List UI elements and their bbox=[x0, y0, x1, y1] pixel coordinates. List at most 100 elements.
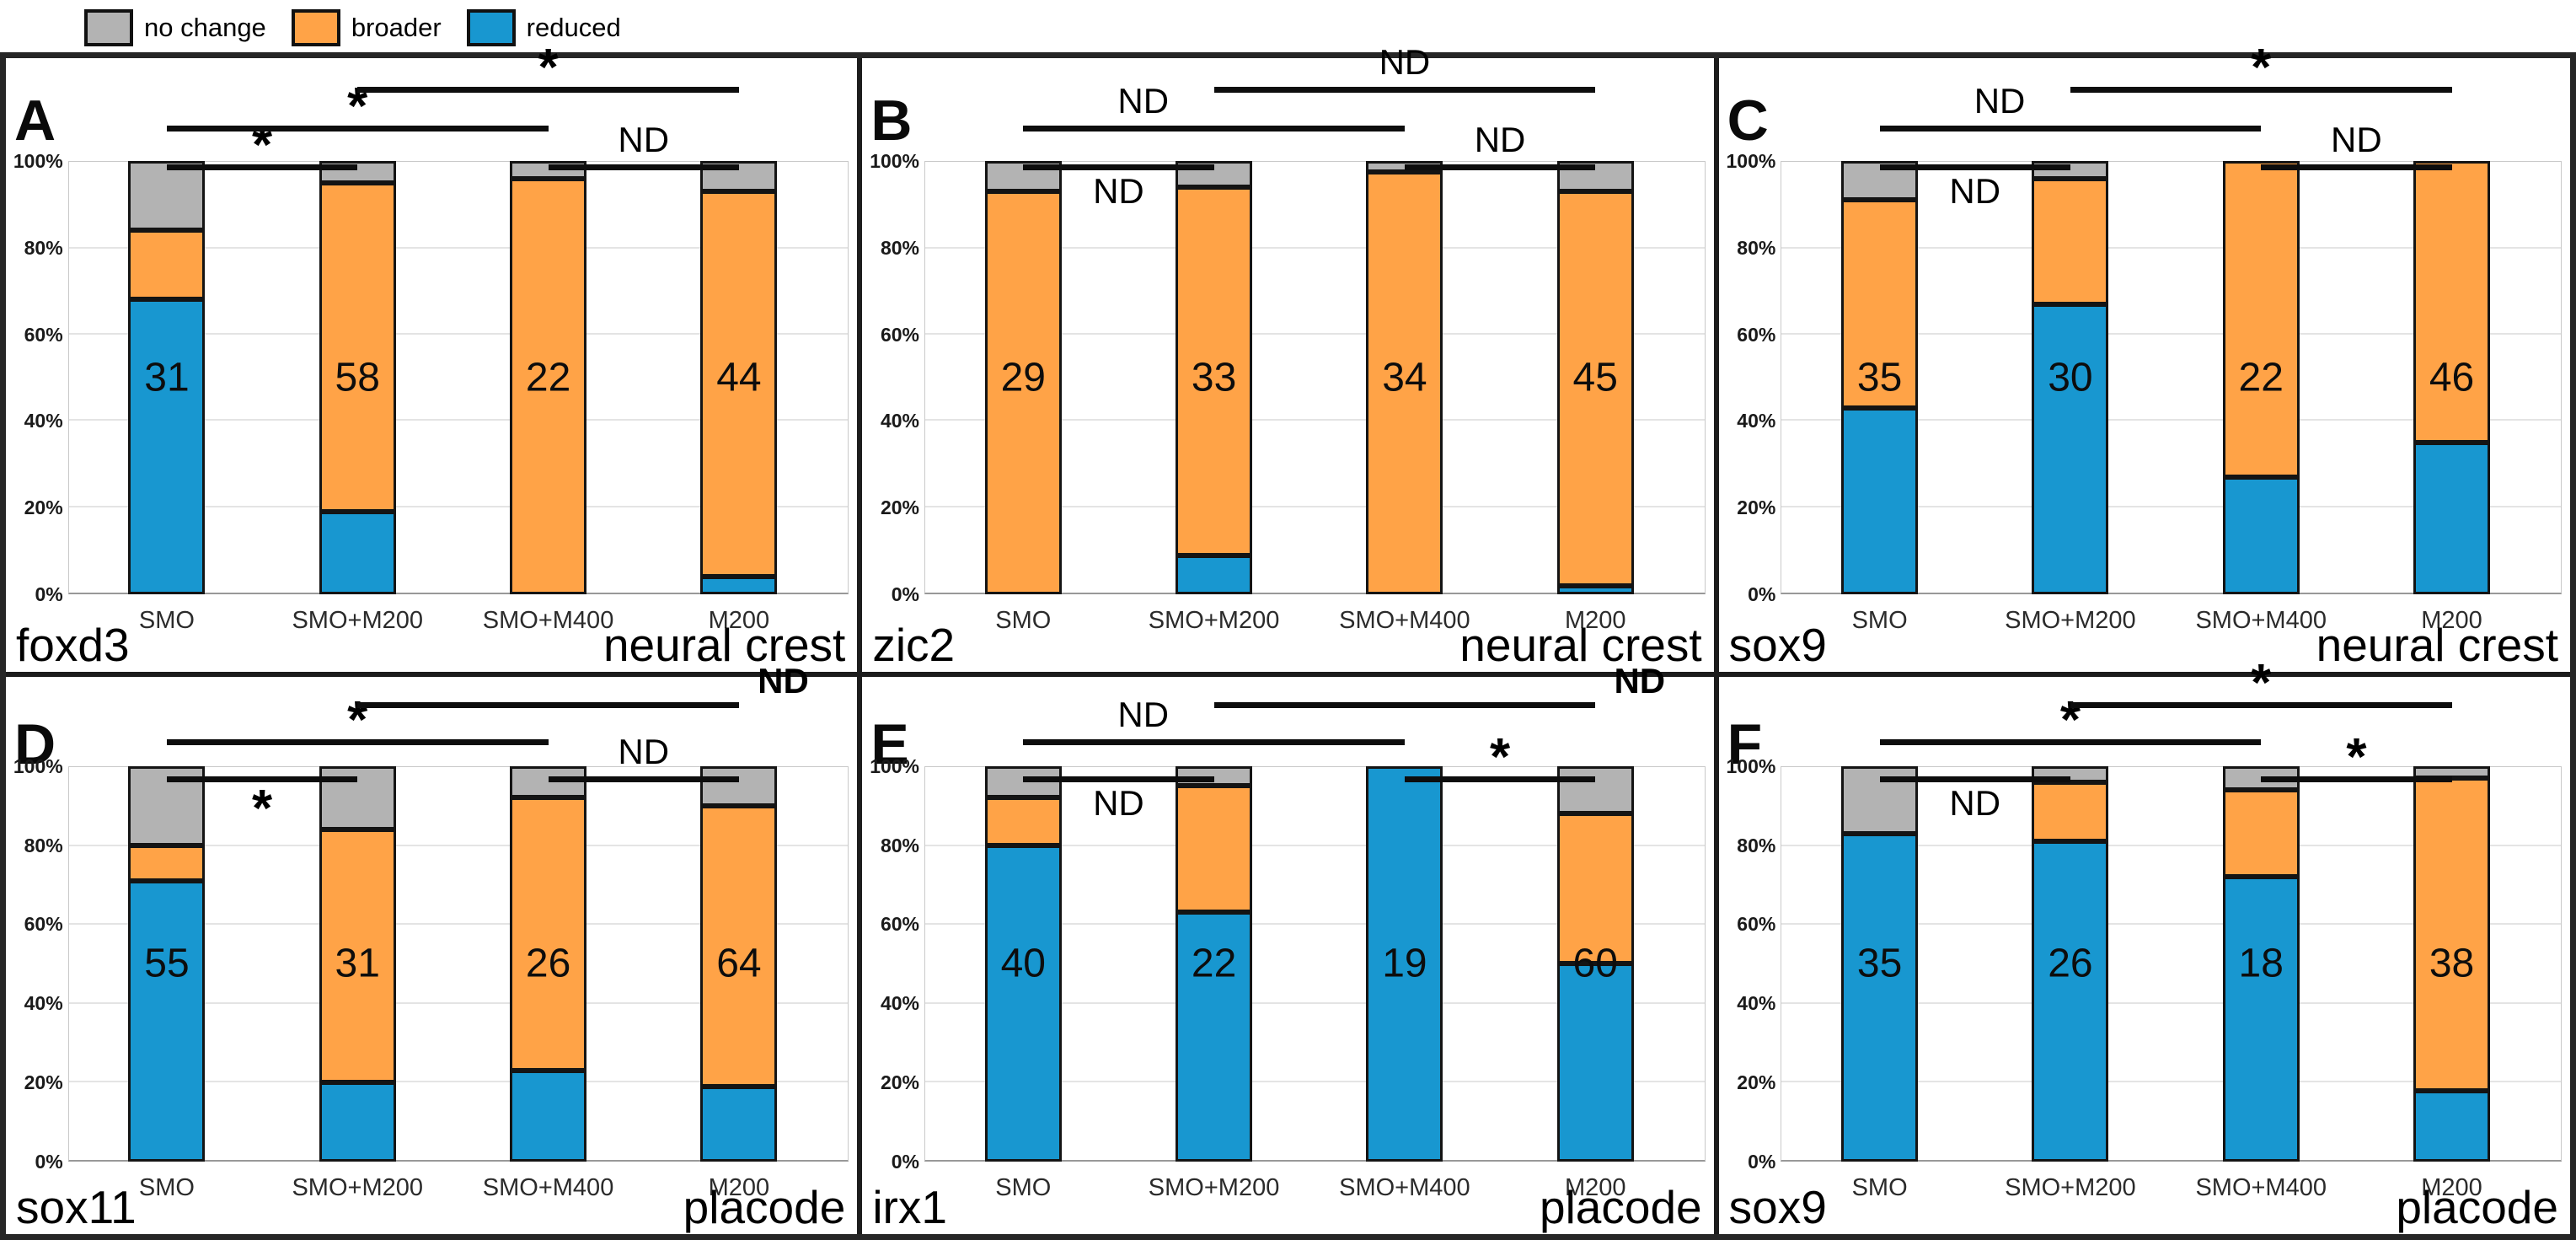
bar-segment-reduced bbox=[1556, 585, 1634, 594]
bar-segment-broader bbox=[1366, 171, 1443, 594]
x-axis-category-label: M200 bbox=[708, 606, 770, 634]
x-axis-category-label: M200 bbox=[1564, 1174, 1626, 1201]
gridline bbox=[925, 1080, 1705, 1082]
panel-b: B 0% 20% 40% 60% 80% 100% 29 33 34 45 SMO SMO+M200 SM… bbox=[862, 43, 1714, 672]
x-axis-category-label: SMO+M200 bbox=[292, 606, 424, 634]
significance-label: ND bbox=[1117, 694, 1170, 734]
gridline bbox=[925, 1001, 1705, 1004]
gene-label: sox11 bbox=[16, 1181, 137, 1233]
significance-bracket bbox=[1213, 87, 1596, 93]
significance-label: * bbox=[2251, 653, 2272, 712]
gridline bbox=[68, 1001, 849, 1004]
bar-segment-broader bbox=[2032, 781, 2109, 841]
panel-letter: B bbox=[870, 89, 913, 153]
bar-segment-reduced bbox=[319, 512, 396, 594]
bar-segment-no_change bbox=[128, 161, 206, 231]
sample-size-label: 22 bbox=[525, 355, 571, 400]
region-label: placode bbox=[1539, 1181, 1702, 1233]
y-axis-tick-label: 40% bbox=[24, 992, 63, 1015]
sample-size-label: 29 bbox=[1000, 355, 1046, 400]
y-axis-tick-label: 0% bbox=[1748, 1150, 1776, 1173]
bar-segment-reduced bbox=[2032, 840, 2109, 1162]
gridline bbox=[925, 247, 1705, 250]
significance-label: ND bbox=[1614, 660, 1666, 701]
bar-segment-reduced bbox=[2222, 877, 2300, 1162]
sample-size-label: 58 bbox=[335, 355, 380, 400]
panel-a: A 0% 20% 40% 60% 80% 100% 31 58 22 44 SMO SMO+M200 SM… bbox=[6, 42, 858, 672]
region-label: neural crest bbox=[1459, 618, 1702, 671]
gridline bbox=[1781, 505, 2561, 507]
sample-size-label: 22 bbox=[2238, 355, 2284, 400]
y-axis-tick-label: 40% bbox=[1737, 410, 1776, 432]
x-axis-category-label: SMO+M200 bbox=[1148, 1174, 1280, 1201]
bar-segment-broader bbox=[128, 230, 206, 300]
bar-segment-broader bbox=[1556, 813, 1634, 964]
gridline bbox=[1781, 247, 2561, 250]
bar-segment-reduced bbox=[1841, 407, 1919, 594]
sample-size-label: 34 bbox=[1382, 355, 1427, 400]
panel-letter: A bbox=[14, 89, 56, 153]
y-axis-tick-label: 0% bbox=[891, 1150, 920, 1173]
significance-bracket bbox=[166, 164, 358, 170]
x-axis-category-label: SMO+M200 bbox=[292, 1174, 424, 1201]
sample-size-label: 33 bbox=[1191, 355, 1237, 400]
gridline bbox=[1781, 419, 2561, 421]
y-axis-tick-label: 0% bbox=[891, 583, 920, 605]
bar-segment-broader bbox=[700, 191, 778, 577]
bar-segment-broader bbox=[2413, 777, 2490, 1091]
x-axis-category-label: SMO+M400 bbox=[1339, 1174, 1470, 1201]
significance-bracket bbox=[548, 164, 739, 170]
sample-size-label: 35 bbox=[1856, 355, 1903, 400]
significance-label: * bbox=[252, 779, 273, 838]
gridline bbox=[68, 247, 849, 250]
y-axis-tick-label: 60% bbox=[24, 323, 63, 346]
bar-segment-broader bbox=[700, 805, 778, 1087]
y-axis-tick-label: 20% bbox=[880, 497, 920, 519]
y-axis-tick-label: 20% bbox=[880, 1071, 920, 1094]
y-axis-tick-label: 40% bbox=[880, 410, 920, 432]
gridline bbox=[1781, 845, 2561, 847]
significance-bracket bbox=[1879, 776, 2070, 782]
panel-letter: E bbox=[870, 711, 909, 776]
y-axis-tick-label: 0% bbox=[35, 1150, 63, 1173]
significance-bracket bbox=[1023, 164, 1214, 170]
significance-bracket bbox=[1023, 776, 1214, 782]
bar-segment-reduced bbox=[1556, 964, 1634, 1162]
region-label: placode bbox=[2396, 1181, 2558, 1233]
y-axis-tick-label: 40% bbox=[1737, 992, 1776, 1015]
legend-label: no change bbox=[144, 13, 266, 42]
panel-grid: A 0% 20% 40% 60% 80% 100% 31 58 22 44 SMO SMO+M200 SM… bbox=[0, 42, 2576, 1240]
x-axis-category-label: SMO+M400 bbox=[482, 1174, 614, 1201]
gene-label: sox9 bbox=[1728, 618, 1827, 671]
y-axis-tick-label: 60% bbox=[880, 913, 920, 936]
y-axis-tick-label: 40% bbox=[880, 992, 920, 1015]
gridline bbox=[925, 845, 1705, 847]
bar-segment-reduced bbox=[2413, 1090, 2490, 1162]
sample-size-label: 31 bbox=[144, 355, 190, 400]
bar-segment-broader bbox=[510, 178, 587, 594]
sample-size-label: 46 bbox=[2429, 355, 2475, 400]
bar-segment-broader bbox=[128, 845, 206, 881]
significance-label: ND bbox=[1974, 81, 2026, 121]
significance-label: * bbox=[538, 39, 559, 97]
y-axis-tick-label: 100% bbox=[1726, 150, 1776, 172]
x-axis-category-label: SMO+M400 bbox=[482, 606, 614, 634]
bar-segment-reduced bbox=[2032, 303, 2109, 594]
gridline bbox=[1781, 1001, 2561, 1004]
bar-segment-broader bbox=[1176, 786, 1253, 913]
x-axis-category-label: SMO+M400 bbox=[2195, 606, 2327, 634]
bar-segment-reduced bbox=[2222, 477, 2300, 594]
bar-segment-broader bbox=[319, 829, 396, 1083]
no-change-swatch bbox=[84, 9, 133, 46]
y-axis-tick-label: 100% bbox=[870, 754, 920, 777]
y-axis-tick-label: 40% bbox=[24, 410, 63, 432]
bars-layer: 35 30 22 46 bbox=[1719, 161, 2570, 594]
panel-c: C 0% 20% 40% 60% 80% 100% 35 30 22 46 SMO SMO+M200 SM… bbox=[1718, 42, 2570, 672]
bar-segment-reduced bbox=[700, 577, 778, 594]
sample-size-label: 55 bbox=[144, 941, 190, 986]
gene-label: irx1 bbox=[872, 1181, 947, 1233]
bars-layer: 29 33 34 45 bbox=[862, 161, 1713, 594]
bar-segment-broader bbox=[1176, 186, 1253, 556]
y-axis-tick-label: 60% bbox=[24, 913, 63, 936]
x-axis-category-label: SMO+M400 bbox=[1339, 606, 1470, 634]
